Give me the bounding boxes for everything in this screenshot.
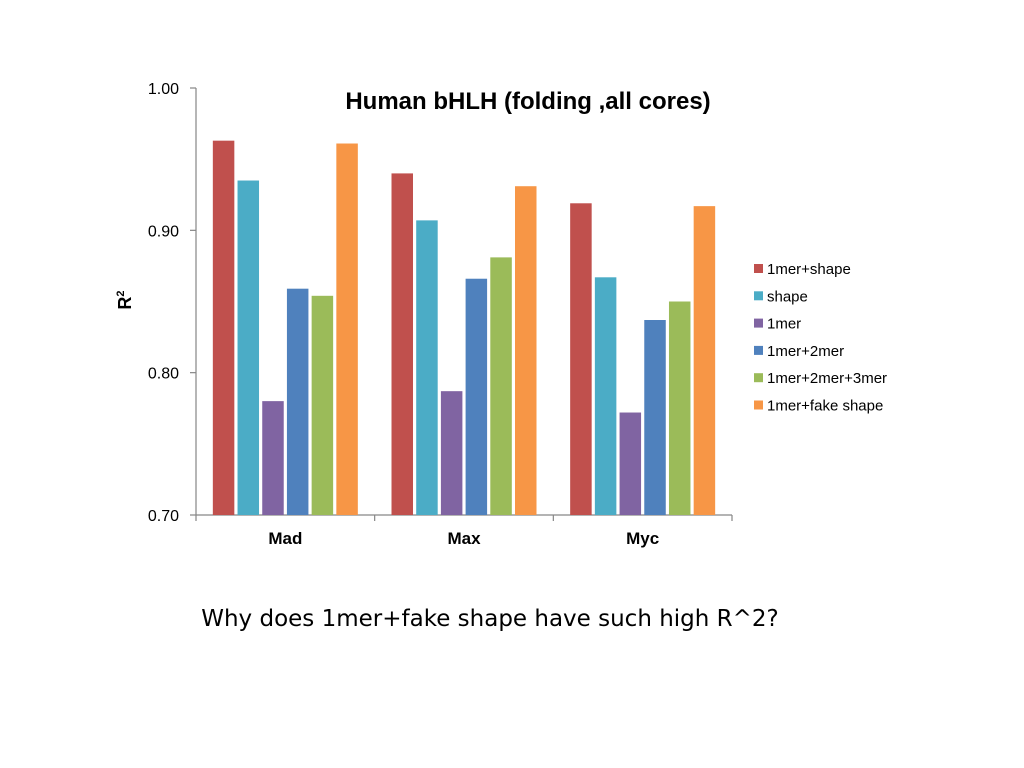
legend-entry: 1mer+2mer+3mer <box>767 370 887 387</box>
x-tick-label: Myc <box>626 529 659 548</box>
plot-area: 0.70 0.80 0.90 1.00 Mad Max Myc <box>148 81 733 548</box>
bar-mad-1mer-2mer <box>286 288 309 515</box>
bar-myc-1mer-2mer <box>644 320 666 515</box>
legend-swatch <box>754 373 763 383</box>
legend-entry: 1mer+2mer <box>767 343 844 360</box>
y-axis-label: R2 <box>115 290 135 309</box>
bar-mad-1mer <box>262 401 284 515</box>
bar-mad-1mer-2mer-3mer <box>311 295 334 515</box>
x-tick-label: Mad <box>268 529 302 548</box>
y-tick-label: 0.70 <box>148 508 179 525</box>
legend-entry: 1mer <box>767 316 801 333</box>
bar-mad-1mer-fake-shape <box>336 143 358 515</box>
bar-mad-1mer-shape <box>212 140 235 515</box>
legend-entry: 1mer+shape <box>767 261 851 278</box>
legend-swatch <box>754 345 763 355</box>
y-tick-label: 0.90 <box>148 223 179 240</box>
caption: Why does 1mer+fake shape have such high … <box>201 606 779 632</box>
bar-myc-1mer-shape <box>570 203 592 516</box>
bar-max-1mer-2mer-3mer <box>490 257 512 515</box>
bar-max-shape <box>416 220 438 515</box>
legend: 1mer+shape shape 1mer 1mer+2mer 1mer+2mer+3m… <box>754 261 887 415</box>
bar-myc-1mer-2mer-3mer <box>668 301 691 515</box>
chart-title: Human bHLH (folding ,all cores) <box>345 88 710 115</box>
legend-entry: 1mer+fake shape <box>767 398 883 415</box>
legend-swatch <box>754 264 763 273</box>
legend-swatch <box>754 291 763 301</box>
x-tick-label: Max <box>447 529 481 548</box>
y-tick-label: 1.00 <box>148 81 179 98</box>
y-tick-label: 0.80 <box>148 366 179 383</box>
bar-mad-shape <box>237 180 260 515</box>
bar-max-1mer-2mer <box>465 278 488 515</box>
legend-swatch <box>754 318 763 328</box>
bar-max-1mer-fake-shape <box>515 186 537 515</box>
bar-myc-shape <box>594 277 617 515</box>
legend-swatch <box>754 400 763 410</box>
bar-max-1mer <box>440 391 463 515</box>
bar-max-1mer-shape <box>391 173 413 515</box>
legend-entry: shape <box>767 288 808 305</box>
bar-myc-1mer <box>619 412 642 515</box>
bar-myc-1mer-fake-shape <box>693 206 716 516</box>
